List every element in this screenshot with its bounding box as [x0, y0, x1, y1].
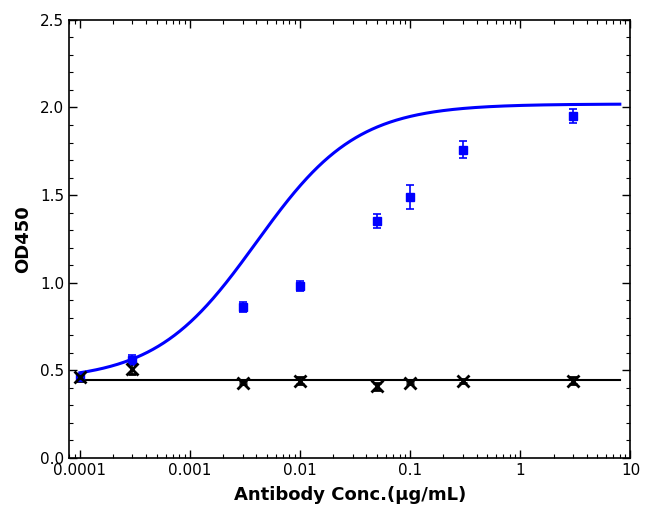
X-axis label: Antibody Conc.(μg/mL): Antibody Conc.(μg/mL): [233, 486, 466, 504]
Y-axis label: OD450: OD450: [14, 205, 32, 273]
